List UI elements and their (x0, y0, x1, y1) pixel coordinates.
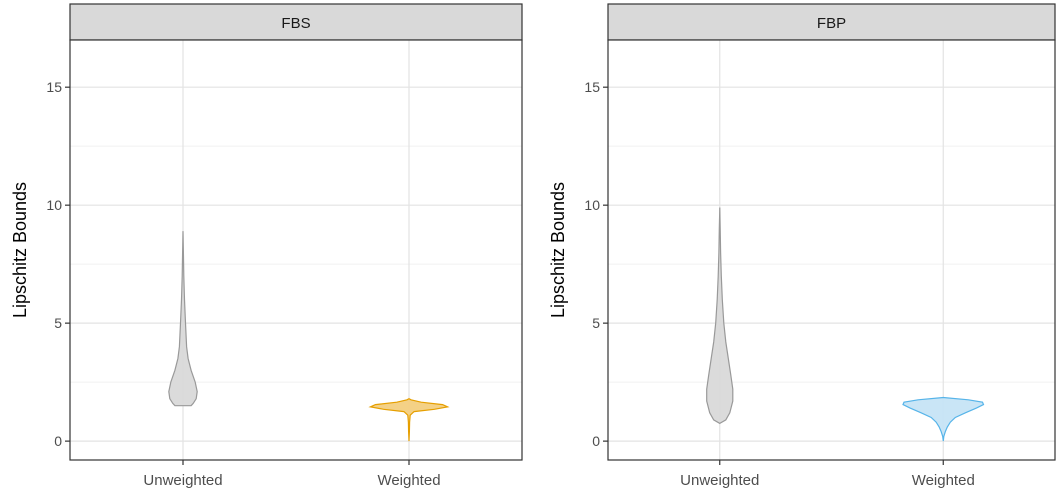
y-axis-label: Lipschitz Bounds (548, 182, 568, 318)
panel-border (69, 39, 523, 461)
x-tick-label: Weighted (912, 472, 975, 489)
panel-fbs: FBS 0 5 10 15 Unweighted Weighted Lipschitz Bou… (10, 3, 523, 489)
violin-unweighted (168, 231, 198, 407)
facet-strip (69, 3, 523, 41)
y-tick-label: 15 (46, 79, 62, 95)
x-tick-label: Unweighted (143, 472, 222, 489)
facet-title: FBP (817, 15, 846, 32)
y-axis-label: Lipschitz Bounds (10, 182, 30, 318)
x-tick-label: Weighted (377, 472, 440, 489)
facet-title: FBS (281, 15, 310, 32)
y-tick-label: 10 (584, 197, 600, 213)
panel-fbp: FBP 0 5 10 15 Unweighted Weighted Lipschitz Bou… (548, 3, 1056, 489)
violin-unweighted (706, 207, 734, 425)
panel-border (607, 39, 1056, 461)
panel-background (608, 40, 1055, 460)
panel-background (70, 40, 522, 460)
violin-weighted (902, 396, 985, 442)
y-tick-label: 0 (592, 433, 600, 449)
y-tick-label: 10 (46, 197, 62, 213)
y-tick-label: 5 (592, 315, 600, 331)
x-tick-label: Unweighted (680, 472, 759, 489)
violin-weighted (368, 398, 450, 442)
y-tick-label: 15 (584, 79, 600, 95)
y-tick-label: 0 (54, 433, 62, 449)
facet-strip (607, 3, 1056, 41)
y-tick-label: 5 (54, 315, 62, 331)
